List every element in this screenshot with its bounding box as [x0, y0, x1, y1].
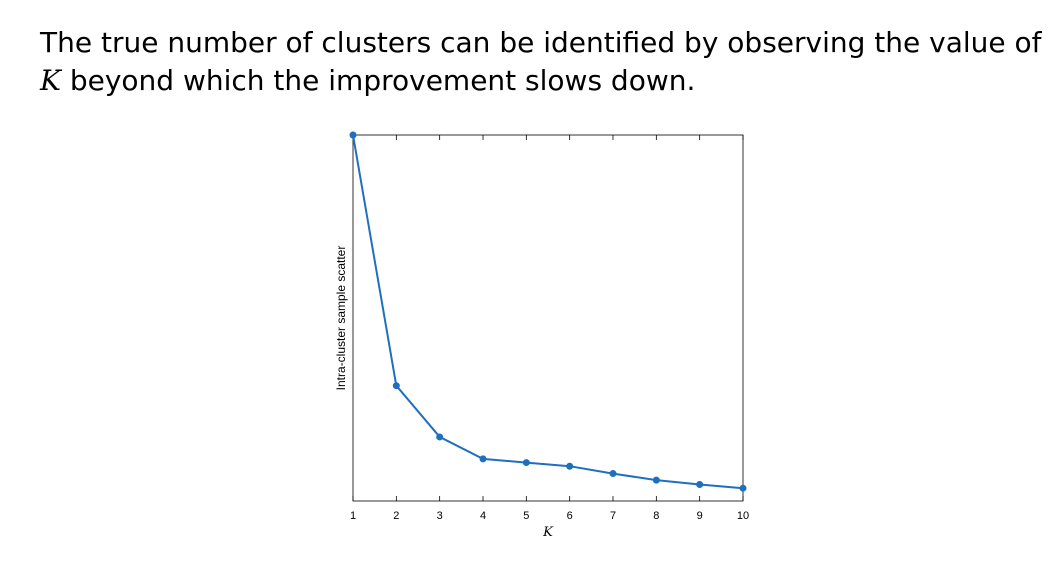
data-point — [609, 470, 617, 478]
data-point — [739, 484, 747, 492]
x-axis-label: K — [542, 525, 554, 540]
y-axis-label: Intra-cluster sample scatter — [334, 246, 348, 391]
x-tick-label: 3 — [437, 510, 443, 522]
slide-text: The true number of clusters can be ident… — [40, 24, 1042, 100]
elbow-chart: 1 2 3 4 5 6 7 8 9 10 K Intra-cluster sample scatt… — [320, 120, 770, 550]
data-point — [652, 476, 660, 484]
plot-frame — [352, 134, 744, 502]
x-tick-label: 10 — [737, 510, 749, 522]
x-tick-label: 4 — [480, 510, 486, 522]
math-variable-k: K — [40, 64, 61, 97]
x-tick-label: 7 — [610, 510, 616, 522]
slide-text-line-2-rest: beyond which the improvement slows down. — [60, 64, 696, 97]
data-point — [566, 462, 574, 470]
x-ticks — [352, 135, 744, 501]
slide-text-line-1: The true number of clusters can be ident… — [40, 26, 1042, 59]
x-tick-label: 6 — [567, 510, 573, 522]
series-line — [352, 134, 744, 490]
data-point — [349, 131, 357, 139]
x-tick-label: 8 — [653, 510, 659, 522]
data-point — [479, 455, 487, 463]
data-point — [696, 481, 704, 489]
data-point — [522, 459, 530, 467]
x-tick-label: 9 — [697, 510, 703, 522]
series-markers — [349, 131, 747, 492]
x-tick-labels: 1 2 3 4 5 6 7 8 9 10 — [350, 510, 749, 522]
x-tick-label: 5 — [523, 510, 529, 522]
data-point — [392, 382, 400, 390]
x-tick-label: 1 — [350, 510, 356, 522]
slide-text-line-2: K beyond which the improvement slows dow… — [40, 62, 1030, 100]
data-point — [436, 433, 444, 441]
x-tick-label: 2 — [393, 510, 399, 522]
elbow-chart-svg: 1 2 3 4 5 6 7 8 9 10 K Intra-cluster sample scatt… — [334, 131, 749, 540]
